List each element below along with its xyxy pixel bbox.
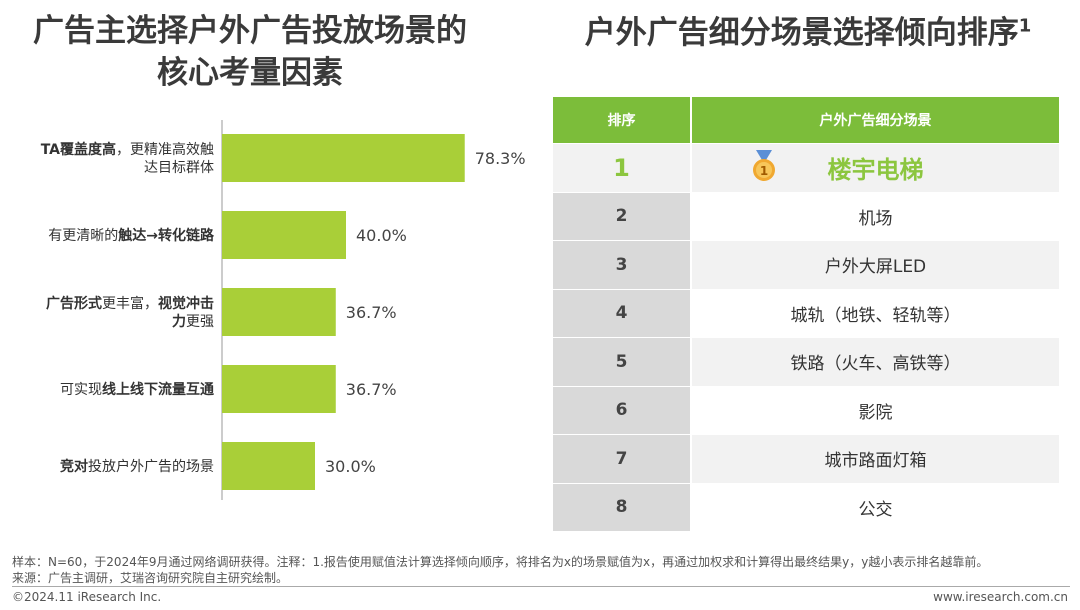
- scene-cell: 城市路面灯箱: [690, 435, 1059, 483]
- category-label-2-line-0: 广告形式更丰富，视觉冲击: [46, 295, 214, 312]
- copyright: ©2024.11 iResearch Inc.: [12, 590, 162, 604]
- scene-label: 城市路面灯箱: [824, 451, 927, 472]
- value-label-0: 78.3%: [475, 149, 526, 168]
- table-row: 4 城轨（地铁、轻轨等）: [553, 289, 1059, 338]
- left-title-line2: 核心考量因素: [157, 55, 343, 91]
- scene-label: 户外大屏LED: [824, 257, 927, 278]
- footer-note-sample: 样本：N=60，于2024年9月通过网络调研获得。注释：1.报告使用赋值法计算选…: [12, 555, 989, 569]
- table-row: 7 城市路面灯箱: [553, 435, 1059, 484]
- table-row: 5 铁路（火车、高铁等）: [553, 338, 1059, 387]
- website-url: www.iresearch.com.cn: [933, 590, 1068, 604]
- category-label-4-line-0: 竞对投放户外广告的场景: [60, 458, 214, 475]
- value-label-4: 30.0%: [325, 457, 376, 476]
- table-body: 1 1 楼宇电梯 2 机场 3 户外大屏LED 4 城轨（地铁、轻轨等） 5 铁路（火车、高铁等） 6…: [553, 144, 1059, 532]
- bar-4: [222, 442, 315, 490]
- table-row: 2 机场: [553, 192, 1059, 241]
- category-label-1-line-0: 有更清晰的触达→转化链路: [48, 227, 215, 244]
- footer-divider: [12, 586, 1070, 587]
- table-header-row: 排序 户外广告细分场景: [553, 97, 1059, 144]
- scene-label: 机场: [858, 208, 893, 229]
- rank-cell: 7: [553, 435, 690, 483]
- gold-medal-icon: 1: [753, 150, 775, 181]
- bar-0: [222, 134, 465, 182]
- value-label-2: 36.7%: [346, 303, 397, 322]
- ranking-table: 排序 户外广告细分场景 1 1 楼宇电梯 2 机场 3 户外大屏LED 4 城轨（地铁、轻轨等）…: [553, 97, 1059, 532]
- left-title-line1: 广告主选择户外广告投放场景的: [33, 13, 467, 49]
- rank-cell: 4: [553, 289, 690, 337]
- value-label-1: 40.0%: [356, 226, 407, 245]
- category-label-0-line-0: TA覆盖度高，更精准高效触: [41, 141, 214, 158]
- rank-cell: 1: [553, 144, 690, 192]
- bar-1: [222, 211, 346, 259]
- header-scene: 户外广告细分场景: [690, 97, 1059, 143]
- scene-label: 影院: [858, 402, 893, 423]
- scene-label: 铁路（火车、高铁等）: [790, 354, 961, 375]
- category-label-0-line-1: 达目标群体: [144, 160, 214, 176]
- value-label-3: 36.7%: [346, 380, 397, 399]
- rank-cell: 3: [553, 241, 690, 289]
- scene-cell: 公交: [690, 483, 1059, 531]
- bar-3: [222, 365, 336, 413]
- table-row: 3 户外大屏LED: [553, 241, 1059, 290]
- bar-2: [222, 288, 336, 336]
- right-title-text: 户外广告细分场景选择倾向排序: [584, 15, 1019, 51]
- scene-cell: 城轨（地铁、轻轨等）: [690, 289, 1059, 337]
- scene-label: 楼宇电梯: [827, 156, 924, 185]
- right-table-title: 户外广告细分场景选择倾向排序1: [548, 12, 1068, 54]
- rank-cell: 8: [553, 483, 690, 531]
- scene-cell: 影院: [690, 386, 1059, 434]
- footnote-marker: 1: [1018, 15, 1032, 37]
- scene-cell: 铁路（火车、高铁等）: [690, 338, 1059, 386]
- header-rank: 排序: [607, 113, 636, 129]
- table-row: 8 公交: [553, 483, 1059, 532]
- category-label-2-line-1: 力更强: [172, 313, 214, 330]
- rank-cell: 5: [553, 338, 690, 386]
- rank-cell: 2: [553, 192, 690, 240]
- scene-label: 城轨（地铁、轻轨等）: [790, 305, 961, 326]
- table-row: 1 1 楼宇电梯: [553, 144, 1059, 193]
- rank-cell: 6: [553, 386, 690, 434]
- left-chart-title: 广告主选择户外广告投放场景的 核心考量因素: [0, 10, 500, 94]
- footer-note-source: 来源：广告主调研，艾瑞咨询研究院自主研究绘制。: [12, 571, 289, 585]
- scene-label: 公交: [858, 499, 893, 520]
- scene-cell: 1 楼宇电梯: [690, 144, 1059, 192]
- scene-cell: 户外大屏LED: [690, 241, 1059, 289]
- category-label-3-line-0: 可实现线上线下流量互通: [60, 381, 214, 398]
- scene-cell: 机场: [690, 192, 1059, 240]
- footer-notes: 样本：N=60，于2024年9月通过网络调研获得。注释：1.报告使用赋值法计算选…: [12, 554, 1072, 586]
- medal-number: 1: [760, 164, 768, 178]
- table-row: 6 影院: [553, 386, 1059, 435]
